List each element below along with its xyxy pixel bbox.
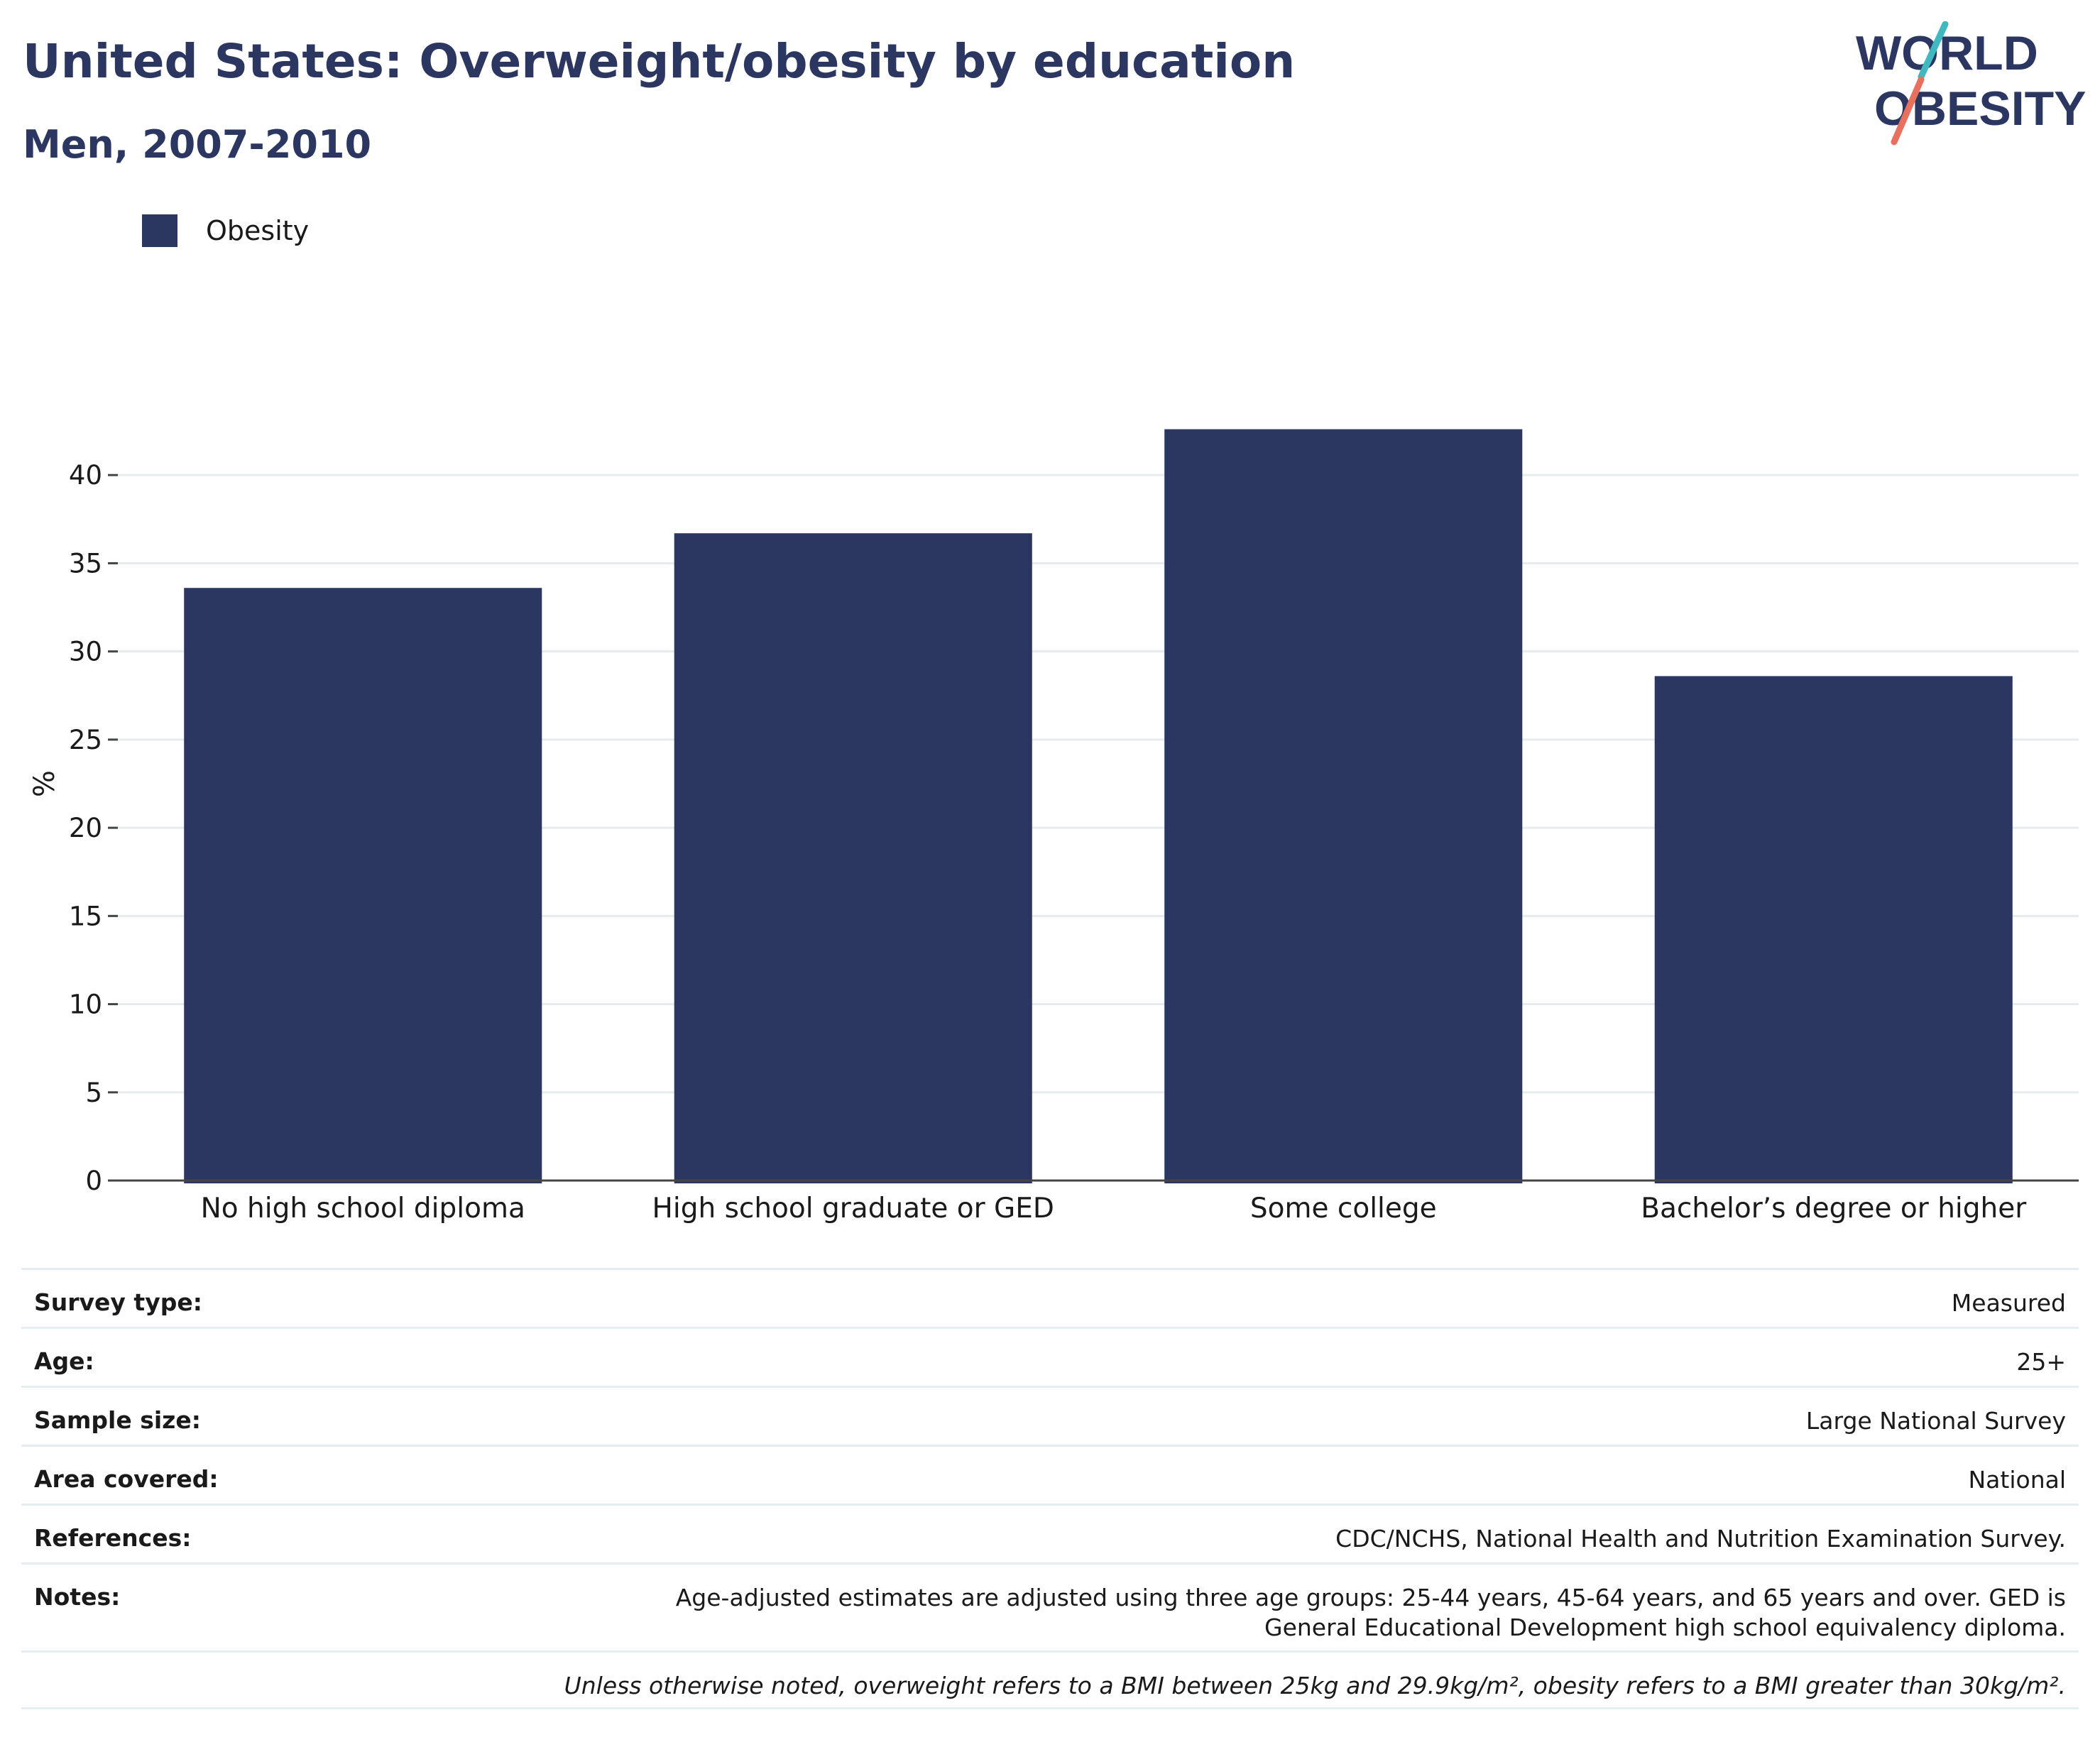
y-axis-title: %	[28, 770, 61, 797]
meta-key: Sample size:	[34, 1406, 201, 1434]
y-tick-label: 0	[85, 1166, 102, 1196]
meta-key: References:	[34, 1524, 192, 1552]
logo-line-1: WORLD	[1856, 26, 2038, 80]
x-tick-label: High school graduate or GED	[652, 1193, 1054, 1225]
meta-row-age: Age: 25+	[21, 1327, 2079, 1386]
x-tick-label: Bachelor’s degree or higher	[1641, 1193, 2027, 1225]
x-tick-label: Some college	[1250, 1193, 1437, 1225]
y-tick-label: 15	[69, 901, 102, 931]
meta-row-notes: Notes: Age-adjusted estimates are adjust…	[21, 1562, 2079, 1650]
legend-label-obesity[interactable]: Obesity	[206, 215, 310, 246]
meta-value: 25+	[2016, 1348, 2066, 1376]
meta-value: National	[1968, 1466, 2066, 1494]
meta-row-footnote: Unless otherwise noted, overweight refer…	[21, 1650, 2079, 1709]
legend-swatch-obesity	[142, 214, 177, 247]
meta-key: Area covered:	[34, 1465, 219, 1493]
y-tick-label: 10	[69, 990, 102, 1020]
y-tick-label: 35	[69, 548, 102, 579]
meta-value: Age-adjusted estimates are adjusted usin…	[675, 1584, 2066, 1641]
meta-value: Large National Survey	[1805, 1407, 2066, 1435]
y-tick-label: 20	[69, 813, 102, 843]
y-tick-label: 5	[85, 1078, 102, 1108]
meta-value: Measured	[1951, 1289, 2066, 1317]
metadata-table: Survey type: Measured Age: 25+ Sample si…	[21, 1268, 2079, 1709]
logo-slash-teal	[1918, 21, 1949, 80]
world-obesity-logo: WORLD OBESITY	[1856, 21, 2087, 146]
chart-legend: Obesity	[142, 213, 309, 248]
bmi-footnote: Unless otherwise noted, overweight refer…	[564, 1672, 2066, 1699]
bar-3	[1164, 429, 1523, 1183]
meta-row-sample-size: Sample size: Large National Survey	[21, 1386, 2079, 1445]
chart-title: United States: Overweight/obesity by edu…	[23, 34, 1296, 89]
meta-key: Notes:	[34, 1583, 121, 1611]
y-tick-label: 30	[69, 637, 102, 667]
bar-chart: 0 5 10 15 20 25 30 35 40% No high school diploma H…	[28, 429, 2079, 1225]
bar-1	[184, 588, 542, 1183]
meta-row-references: References: CDC/NCHS, National Health an…	[21, 1504, 2079, 1562]
y-tick-label: 25	[69, 725, 102, 755]
meta-key: Age:	[34, 1347, 94, 1375]
x-tick-label: No high school diploma	[201, 1193, 525, 1225]
y-tick-label: 40	[69, 460, 102, 491]
meta-row-survey-type: Survey type: Measured	[21, 1268, 2079, 1327]
bar-2	[674, 533, 1032, 1183]
meta-value: CDC/NCHS, National Health and Nutrition …	[1335, 1525, 2066, 1552]
meta-row-area-covered: Area covered: National	[21, 1445, 2079, 1504]
chart-subtitle: Men, 2007-2010	[23, 122, 372, 167]
meta-key: Survey type:	[34, 1288, 202, 1316]
bar-4	[1654, 676, 2013, 1183]
logo-slash-coral	[1891, 76, 1925, 146]
